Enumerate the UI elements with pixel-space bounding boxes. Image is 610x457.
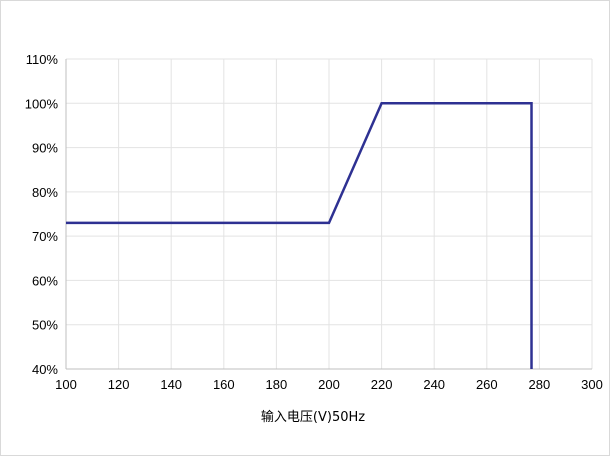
- x-tick-label: 160: [213, 377, 235, 392]
- axis-layer: [65, 59, 592, 370]
- series-layer: [66, 102, 533, 369]
- label-layer: 100 120 140 160 180 200 220 240 260 280 300 40% 50% 6…: [25, 52, 603, 392]
- x-tick-label: 220: [371, 377, 393, 392]
- x-tick-label: 240: [423, 377, 445, 392]
- grid-layer: [66, 58, 593, 369]
- y-tick-label: 60%: [32, 273, 58, 288]
- y-tick-label: 90%: [32, 141, 58, 156]
- x-tick-label: 280: [529, 377, 551, 392]
- x-tick-label: 120: [108, 377, 130, 392]
- y-tick-label: 70%: [32, 229, 58, 244]
- x-tick-label: 260: [476, 377, 498, 392]
- x-tick-label: 100: [55, 377, 77, 392]
- x-axis-title: 输入电压(V)50Hz: [261, 409, 365, 425]
- y-tick-label: 40%: [32, 362, 58, 377]
- y-tick-label: 110%: [26, 52, 59, 67]
- y-tick-label: 80%: [32, 185, 58, 200]
- x-tick-label: 200: [318, 377, 340, 392]
- x-tick-label: 180: [266, 377, 288, 392]
- y-tick-label: 100%: [25, 96, 59, 111]
- x-tick-label: 140: [160, 377, 182, 392]
- series-line: [66, 102, 533, 369]
- x-tick-label: 300: [581, 377, 603, 392]
- y-tick-label: 50%: [32, 318, 58, 333]
